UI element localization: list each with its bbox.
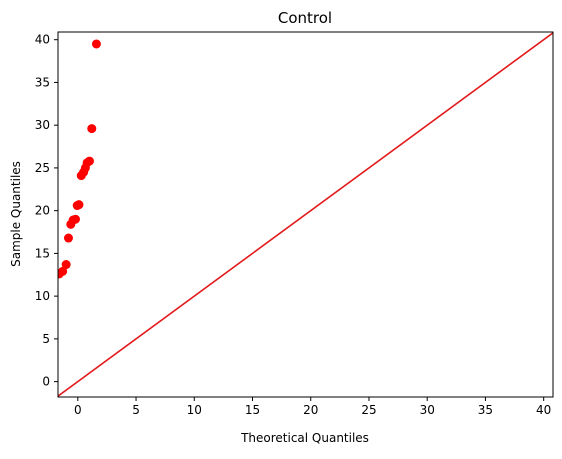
chart-title: Control — [278, 9, 332, 27]
y-tick-label: 30 — [35, 118, 50, 132]
data-point — [70, 214, 80, 224]
reference-line — [58, 32, 553, 397]
y-tick-label: 15 — [35, 246, 50, 260]
axis-ticks: 0 5 10 15 20 25 30 35 40 0 5 10 15 20 25 30 35 40 — [35, 33, 552, 417]
data-point — [61, 260, 71, 270]
x-tick-label: 20 — [303, 403, 318, 417]
data-point — [91, 39, 101, 49]
x-tick-label: 25 — [361, 403, 376, 417]
data-point — [84, 156, 94, 166]
data-point — [63, 233, 73, 243]
x-tick-label: 35 — [478, 403, 493, 417]
y-axis-label: Sample Quantiles — [9, 161, 23, 267]
y-tick-label: 35 — [35, 75, 50, 89]
x-tick-label: 40 — [536, 403, 551, 417]
data-point — [87, 124, 97, 134]
x-tick-label: 15 — [245, 403, 260, 417]
x-axis-label: Theoretical Quantiles — [240, 431, 369, 445]
plot-marks — [58, 32, 553, 397]
y-tick-label: 10 — [35, 289, 50, 303]
y-tick-label: 0 — [42, 375, 50, 389]
data-point — [58, 266, 68, 276]
y-tick-label: 5 — [42, 332, 50, 346]
y-tick-label: 25 — [35, 161, 50, 175]
y-tick-label: 40 — [35, 33, 50, 47]
x-tick-label: 0 — [74, 403, 82, 417]
y-tick-label: 20 — [35, 204, 50, 218]
data-point — [74, 200, 84, 210]
x-tick-label: 30 — [420, 403, 435, 417]
x-tick-label: 10 — [187, 403, 202, 417]
plot-frame — [57, 31, 554, 398]
x-tick-label: 5 — [132, 403, 140, 417]
